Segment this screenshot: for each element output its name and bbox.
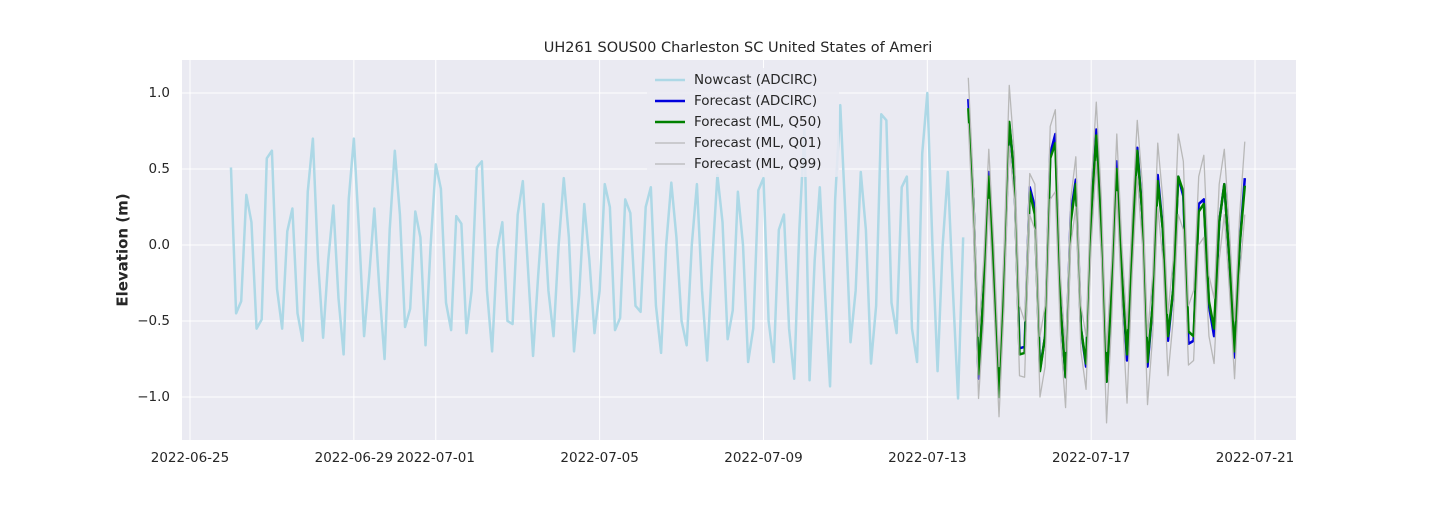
y-tick-label: −0.5 xyxy=(137,313,170,329)
x-tick-label: 2022-07-13 xyxy=(888,450,966,466)
legend-label: Forecast (ML, Q99) xyxy=(694,156,822,172)
legend-background xyxy=(647,68,839,177)
y-tick-label: 0.0 xyxy=(149,237,170,253)
y-tick-label: 0.5 xyxy=(149,161,170,177)
legend-label: Nowcast (ADCIRC) xyxy=(694,72,817,88)
y-tick-label: −1.0 xyxy=(137,389,170,405)
series-line xyxy=(967,77,1246,368)
x-tick-label: 2022-07-05 xyxy=(560,450,638,466)
x-tick-label: 2022-06-29 xyxy=(315,450,393,466)
legend-label: Forecast (ADCIRC) xyxy=(694,93,817,109)
chart-title: UH261 SOUS00 Charleston SC United States… xyxy=(544,40,933,56)
x-tick-label: 2022-07-09 xyxy=(724,450,802,466)
legend: Nowcast (ADCIRC) Forecast (ADCIRC) Forecas… xyxy=(647,68,839,177)
x-tick-label: 2022-06-25 xyxy=(151,450,229,466)
series-lines xyxy=(229,77,1247,424)
y-axis-label: Elevation (m) xyxy=(114,193,132,306)
x-tick-label: 2022-07-21 xyxy=(1216,450,1294,466)
series-line xyxy=(229,91,965,400)
legend-label: Forecast (ML, Q01) xyxy=(694,135,822,151)
series-line xyxy=(967,108,1247,399)
y-tick-label: 1.0 xyxy=(149,85,170,101)
x-tick-label: 2022-07-17 xyxy=(1052,450,1130,466)
x-tick-label: 2022-07-01 xyxy=(397,450,475,466)
legend-label: Forecast (ML, Q50) xyxy=(694,114,822,130)
series-line xyxy=(967,123,1246,424)
